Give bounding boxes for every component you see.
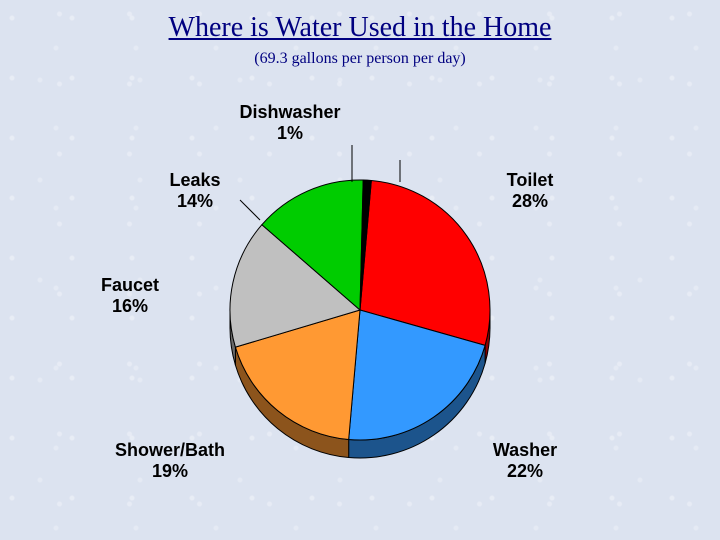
slice-label-dishwasher: Dishwasher1% <box>239 102 340 143</box>
pie-chart <box>0 0 720 540</box>
slice-label-toilet: Toilet28% <box>507 170 554 211</box>
slice-label-value: 16% <box>101 296 159 317</box>
slice-label-name: Dishwasher <box>239 102 340 123</box>
slice-label-value: 28% <box>507 191 554 212</box>
leader-line <box>240 200 260 220</box>
slice-label-name: Faucet <box>101 275 159 296</box>
slice-label-leaks: Leaks14% <box>169 170 220 211</box>
slice-label-value: 19% <box>115 461 225 482</box>
slice-label-shower-bath: Shower/Bath19% <box>115 440 225 481</box>
slice-label-name: Washer <box>493 440 557 461</box>
slice-label-name: Leaks <box>169 170 220 191</box>
slice-label-value: 22% <box>493 461 557 482</box>
slice-label-washer: Washer22% <box>493 440 557 481</box>
slice-label-value: 1% <box>239 123 340 144</box>
slice-label-value: 14% <box>169 191 220 212</box>
slice-label-faucet: Faucet16% <box>101 275 159 316</box>
slice-label-name: Toilet <box>507 170 554 191</box>
slice-label-name: Shower/Bath <box>115 440 225 461</box>
